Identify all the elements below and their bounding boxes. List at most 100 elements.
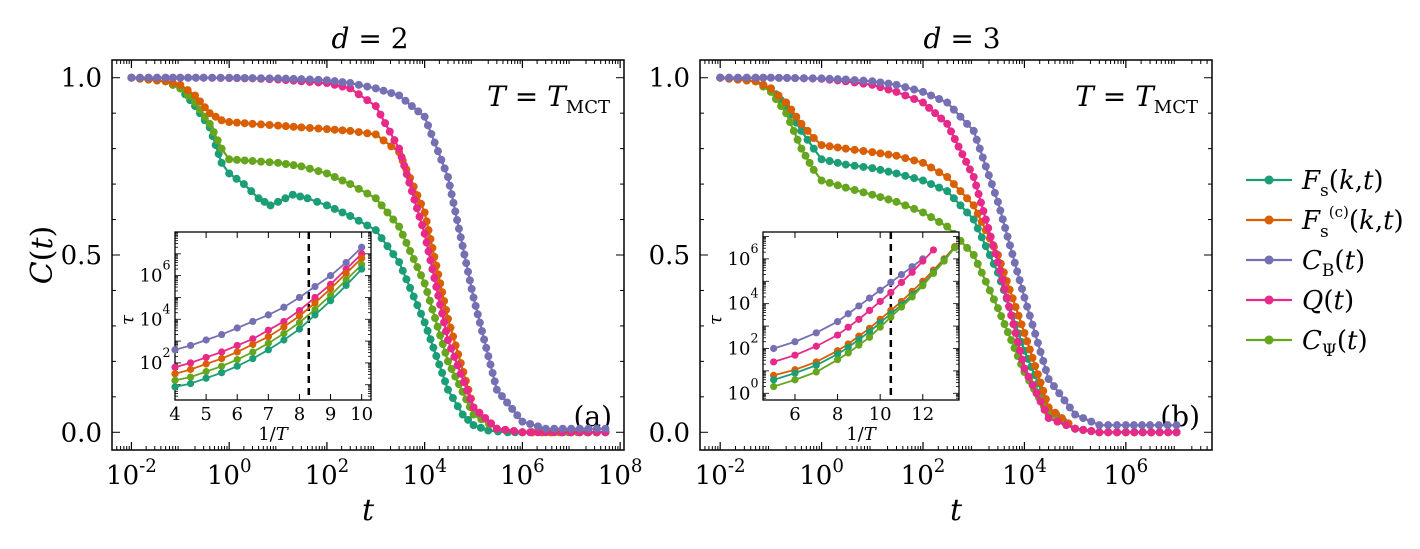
inset-point-CB bbox=[326, 272, 335, 280]
data-point-CB bbox=[901, 83, 910, 92]
data-point-Q bbox=[892, 87, 901, 96]
data-point-CB bbox=[1079, 414, 1088, 423]
data-point-CB bbox=[1039, 356, 1048, 365]
data-point-CB bbox=[1005, 241, 1014, 250]
data-point-Q bbox=[415, 212, 424, 221]
data-point-Fsc bbox=[949, 180, 958, 189]
data-point-CB bbox=[919, 87, 928, 96]
data-point-Q bbox=[1147, 428, 1156, 437]
data-point-Q bbox=[969, 173, 978, 181]
data-point-Fsc bbox=[338, 126, 347, 135]
data-point-Fs bbox=[217, 158, 226, 167]
data-point-CB bbox=[1001, 223, 1010, 232]
data-point-CB bbox=[868, 77, 877, 86]
data-point-Q bbox=[1002, 293, 1011, 302]
data-point-CB bbox=[486, 360, 495, 369]
data-point-CB bbox=[395, 91, 404, 100]
data-point-CB bbox=[232, 73, 241, 82]
data-point-Q bbox=[1053, 417, 1062, 426]
legend-label: Fs(k,t) bbox=[1301, 166, 1384, 201]
data-point-Fsc bbox=[841, 144, 850, 153]
data-point-CB bbox=[1129, 421, 1138, 430]
data-point-Fsc bbox=[850, 145, 859, 154]
data-point-Fsc bbox=[759, 80, 768, 89]
inset-point-CB bbox=[812, 329, 820, 337]
data-point-Q bbox=[453, 361, 462, 370]
inset-point-CPsi bbox=[326, 291, 335, 299]
data-point-Fsc bbox=[859, 147, 868, 155]
data-point-CB bbox=[407, 102, 416, 111]
data-point-Fs bbox=[935, 183, 944, 192]
data-point-CB bbox=[330, 77, 339, 86]
data-point-Fs bbox=[803, 135, 812, 144]
inset-point-CB bbox=[186, 341, 195, 350]
data-point-Fs bbox=[426, 335, 435, 344]
data-point-Q bbox=[962, 157, 971, 166]
data-point-Q bbox=[526, 428, 535, 437]
legend-marker bbox=[1264, 295, 1274, 305]
data-point-Fsc bbox=[774, 91, 783, 100]
data-point-Fs bbox=[949, 194, 958, 203]
data-point-Fs bbox=[247, 187, 256, 196]
inset-x-tick-label: 10 bbox=[350, 404, 373, 425]
data-point-Q bbox=[501, 425, 510, 434]
data-point-CPsi bbox=[850, 186, 859, 194]
data-point-Q bbox=[426, 256, 435, 265]
data-point-Q bbox=[518, 428, 527, 437]
data-point-Fs bbox=[981, 242, 990, 251]
data-point-Q bbox=[418, 221, 427, 230]
inset-point-CB bbox=[833, 318, 842, 326]
data-point-CB bbox=[774, 73, 783, 82]
data-point-CB bbox=[437, 155, 446, 164]
data-point-Fsc bbox=[297, 123, 306, 132]
inset-point-Fs bbox=[171, 383, 179, 391]
data-point-CPsi bbox=[443, 357, 452, 366]
data-point-Fsc bbox=[1014, 311, 1023, 320]
inset-point-CB bbox=[233, 324, 241, 332]
data-point-Fsc bbox=[927, 163, 936, 172]
data-point-Q bbox=[1020, 364, 1029, 373]
data-point-CPsi bbox=[817, 176, 826, 185]
data-point-Fsc bbox=[195, 97, 204, 106]
data-point-Fsc bbox=[248, 119, 257, 128]
inset-point-Fs bbox=[233, 362, 241, 370]
inset-point-CPsi bbox=[218, 362, 226, 370]
data-point-CB bbox=[460, 250, 469, 259]
data-point-Q bbox=[1121, 428, 1130, 437]
x-tick-label: 10-2 bbox=[106, 456, 157, 491]
data-point-Fs bbox=[432, 352, 441, 361]
inset-point-CB bbox=[342, 258, 350, 267]
data-point-Fs bbox=[484, 426, 493, 435]
inset-point-CB bbox=[358, 243, 366, 251]
data-point-Q bbox=[410, 195, 419, 204]
data-point-CB bbox=[225, 73, 234, 82]
data-point-Q bbox=[463, 386, 472, 395]
inset-point-CPsi bbox=[897, 303, 906, 311]
data-point-Q bbox=[509, 427, 518, 436]
data-point-Q bbox=[1009, 320, 1018, 329]
data-point-CPsi bbox=[305, 164, 314, 173]
inset-point-CPsi bbox=[951, 244, 959, 252]
data-point-CPsi bbox=[425, 296, 434, 305]
data-point-CPsi bbox=[330, 173, 339, 181]
data-point-CB bbox=[1003, 232, 1012, 241]
data-point-Fsc bbox=[305, 123, 314, 132]
data-point-Q bbox=[363, 96, 372, 105]
inset-point-Q bbox=[202, 353, 210, 362]
inset-point-CB bbox=[855, 302, 863, 310]
data-point-CPsi bbox=[935, 217, 944, 226]
data-point-Fsc bbox=[901, 154, 910, 163]
x-tick-label: 100 bbox=[799, 456, 844, 491]
data-point-Fs bbox=[825, 157, 834, 166]
data-point-Q bbox=[884, 85, 893, 94]
inset-x-tick-label: 4 bbox=[169, 404, 180, 425]
inset-series-CB bbox=[770, 255, 927, 353]
data-point-Fsc bbox=[379, 136, 388, 145]
data-point-Q bbox=[986, 232, 995, 241]
data-point-CPsi bbox=[441, 348, 450, 357]
data-point-Fs bbox=[850, 161, 859, 170]
data-point-CB bbox=[480, 335, 489, 344]
inset-point-Fs bbox=[326, 297, 335, 305]
inset-point-Fsc bbox=[295, 312, 304, 320]
